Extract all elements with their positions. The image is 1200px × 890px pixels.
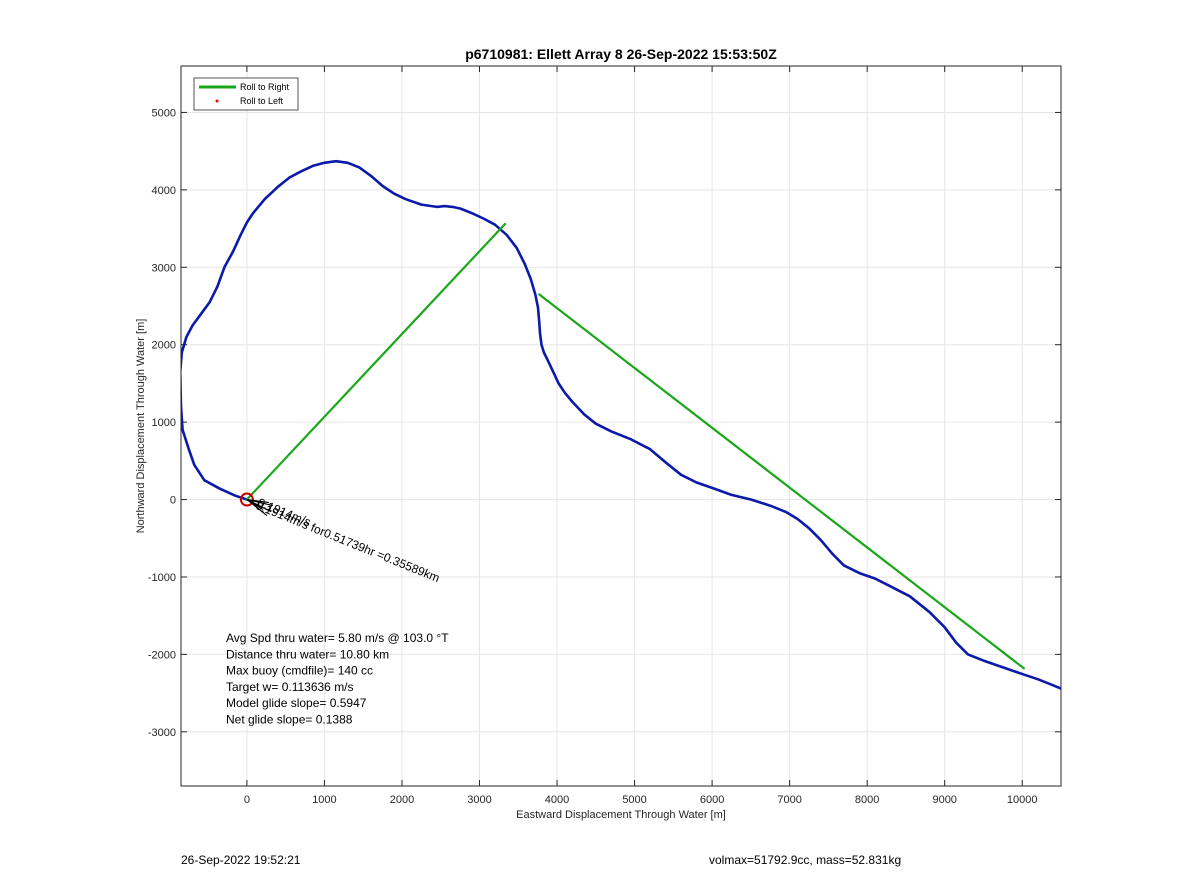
y-tick-label: -3000 [148,727,176,739]
y-tick-label: 2000 [152,340,176,352]
x-tick-label: 0 [244,794,250,806]
y-tick-label: 0 [170,495,176,507]
annotations: 0.1914m/s for0.51739hr =0.35589km0.1914m… [239,492,442,585]
x-tick-label: 6000 [700,794,724,806]
legend-label-roll-right: Roll to Right [240,82,290,92]
current-arrow [246,498,269,504]
roll-right-line [245,222,507,501]
origin-marker [239,492,254,507]
info-text-block: Avg Spd thru water= 5.80 m/s @ 103.0 °T D… [226,631,449,727]
y-tick-label: 5000 [152,107,176,119]
info-line: Max buoy (cmdfile)= 140 cc [226,664,373,678]
info-line: Avg Spd thru water= 5.80 m/s @ 103.0 °T [226,631,449,645]
x-axis-label: Eastward Displacement Through Water [m] [516,809,726,821]
x-tick-label: 2000 [390,794,414,806]
info-line: Distance thru water= 10.80 km [226,647,389,661]
x-tick-label: 5000 [622,794,646,806]
x-tick-label: 9000 [932,794,956,806]
info-line: Model glide slope= 0.5947 [226,696,367,710]
chart-title: p6710981: Ellett Array 8 26-Sep-2022 15:… [465,46,777,62]
info-line: Target w= 0.113636 m/s [226,680,354,694]
legend: Roll to Right Roll to Left [193,77,299,111]
legend-swatch-roll-left [215,99,219,103]
x-tick-label: 8000 [855,794,879,806]
ticks: 0 1000 2000 3000 4000 5000 6000 7000 8000 9000 100… [148,66,1061,806]
legend-box [193,77,299,111]
x-tick-label: 7000 [777,794,801,806]
y-tick-label: -2000 [148,649,176,661]
y-tick-label: -1000 [148,572,176,584]
track-line [181,159,1061,690]
y-tick-label: 3000 [152,262,176,274]
x-tick-label: 10000 [1007,794,1038,806]
y-axis-label: Northward Displacement Through Water [m] [135,319,147,534]
x-tick-label: 3000 [467,794,491,806]
x-tick-label: 1000 [312,794,336,806]
x-tick-label: 4000 [545,794,569,806]
roll-right-line [538,293,1025,670]
info-line: Net glide slope= 0.1388 [226,713,353,727]
footer-mass-info: volmax=51792.9cc, mass=52.831kg [709,853,902,867]
grid [181,66,1061,786]
y-tick-label: 1000 [152,417,176,429]
legend-label-roll-left: Roll to Left [240,96,284,106]
series [181,159,1061,690]
axes-box [180,65,1062,787]
current-arrow [246,499,264,511]
footer-timestamp: 26-Sep-2022 19:52:21 [181,853,301,867]
y-tick-label: 4000 [152,185,176,197]
